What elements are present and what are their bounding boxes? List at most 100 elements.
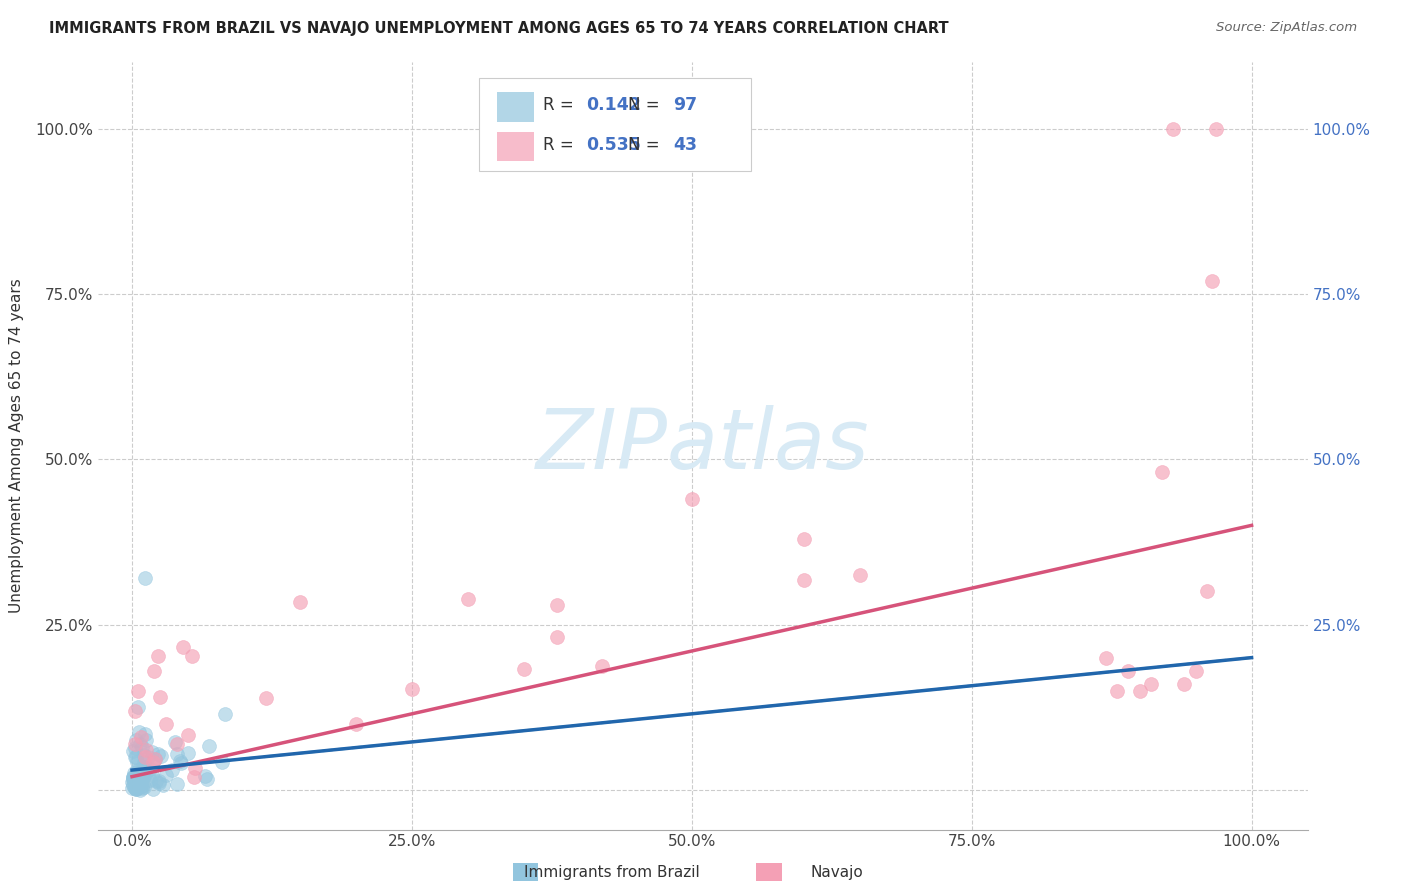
FancyBboxPatch shape (498, 132, 534, 161)
Point (128, 725, 150, 739)
Point (546, 598, 568, 612)
Point (121, 773, 143, 788)
Point (146, 649, 169, 664)
Point (124, 780, 146, 795)
Point (127, 774, 149, 789)
Text: 97: 97 (672, 95, 697, 113)
Point (155, 716, 177, 731)
Point (139, 772, 162, 787)
Point (148, 747, 170, 761)
Point (183, 761, 205, 775)
Point (143, 752, 166, 766)
Point (1161, 121, 1184, 136)
Point (134, 571, 156, 585)
Point (149, 748, 172, 763)
FancyBboxPatch shape (479, 78, 751, 171)
Point (134, 749, 156, 764)
Text: 43: 43 (672, 136, 697, 153)
Point (125, 777, 148, 791)
Point (1095, 650, 1118, 665)
Point (122, 780, 145, 794)
Text: 0.142: 0.142 (586, 95, 641, 113)
Point (141, 745, 163, 759)
Point (121, 774, 143, 789)
Point (143, 664, 166, 678)
Point (125, 778, 148, 792)
Text: N =: N = (628, 95, 665, 113)
Point (1184, 664, 1206, 678)
Point (124, 777, 146, 791)
Point (129, 775, 152, 789)
Point (125, 763, 148, 777)
Point (127, 781, 149, 796)
Point (124, 776, 146, 790)
Point (124, 770, 146, 784)
Point (122, 770, 145, 784)
Point (124, 750, 146, 764)
Point (1173, 677, 1195, 691)
Point (134, 759, 156, 773)
Point (122, 778, 145, 792)
Text: N =: N = (628, 136, 665, 153)
Point (125, 775, 148, 789)
Point (344, 717, 367, 731)
Text: 0.535: 0.535 (586, 136, 641, 153)
Point (131, 780, 153, 794)
Point (166, 777, 188, 791)
Point (132, 748, 155, 763)
Point (848, 567, 870, 582)
Point (132, 755, 155, 769)
Point (129, 767, 152, 781)
Point (128, 778, 150, 792)
Point (145, 774, 167, 789)
Point (132, 764, 155, 779)
Point (122, 770, 145, 784)
Point (141, 768, 163, 782)
Point (127, 778, 149, 792)
Point (1201, 274, 1223, 288)
Point (121, 771, 143, 785)
Point (127, 700, 149, 714)
Point (591, 658, 613, 673)
Point (129, 737, 152, 751)
Point (127, 774, 149, 789)
Point (143, 751, 166, 765)
Point (132, 767, 155, 781)
Point (127, 776, 149, 790)
Point (162, 763, 184, 777)
Point (1140, 677, 1163, 691)
Text: IMMIGRANTS FROM BRAZIL VS NAVAJO UNEMPLOYMENT AMONG AGES 65 TO 74 YEARS CORRELAT: IMMIGRANTS FROM BRAZIL VS NAVAJO UNEMPLO… (49, 21, 949, 36)
Text: Navajo: Navajo (810, 865, 863, 880)
Point (127, 772, 149, 787)
Point (129, 770, 152, 784)
Point (180, 649, 202, 664)
Point (149, 690, 172, 705)
Point (124, 750, 146, 764)
Point (457, 592, 479, 607)
Point (513, 662, 536, 676)
Text: Immigrants from Brazil: Immigrants from Brazil (524, 865, 700, 880)
Point (125, 768, 148, 782)
Point (1107, 683, 1129, 698)
Point (125, 781, 148, 796)
Point (183, 770, 205, 784)
Point (129, 769, 152, 783)
Text: R =: R = (543, 95, 579, 113)
Point (138, 749, 160, 764)
Point (135, 732, 157, 747)
Point (194, 769, 217, 783)
Point (131, 762, 153, 776)
Point (169, 755, 191, 769)
Point (121, 772, 143, 786)
Point (177, 728, 200, 742)
Point (125, 766, 148, 780)
Point (169, 756, 191, 770)
Point (134, 767, 156, 781)
Point (125, 779, 148, 793)
Point (139, 763, 162, 777)
Point (142, 755, 165, 769)
Point (1118, 664, 1140, 678)
Point (127, 764, 149, 778)
Point (135, 743, 157, 757)
Point (214, 706, 236, 721)
